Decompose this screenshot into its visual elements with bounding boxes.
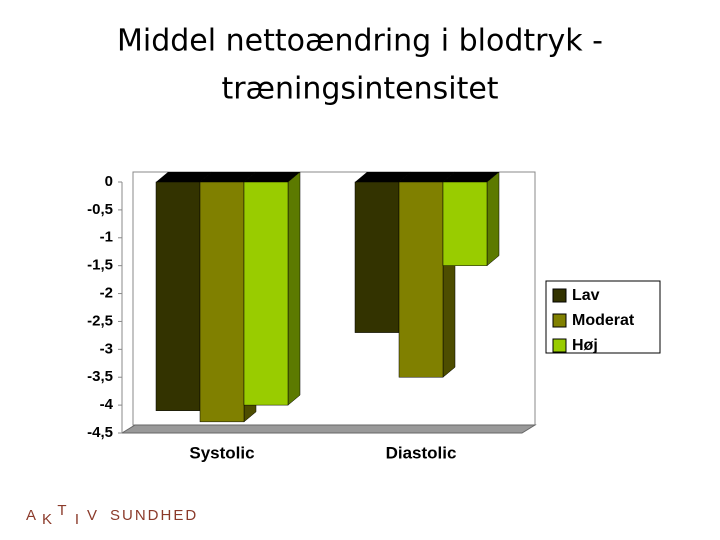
bar-side — [287, 171, 301, 406]
y-tick-label: -1,5 — [87, 257, 113, 274]
bar-side — [486, 171, 500, 267]
y-tick-label: 0 — [105, 173, 113, 190]
bar-top — [355, 172, 411, 182]
y-tick-label: -4,5 — [87, 424, 113, 441]
y-tick-label: -2,5 — [87, 312, 113, 329]
legend-swatch — [552, 313, 567, 328]
logo-letter: T — [57, 502, 68, 519]
title-line: Middel nettoændring i blodtryk - — [117, 24, 603, 59]
legend-swatch — [552, 338, 567, 353]
title-line: træningsintensitet — [221, 72, 498, 107]
logo-letter: I — [75, 511, 81, 528]
x-tick-label: Diastolic — [386, 443, 457, 462]
legend-swatch — [552, 288, 567, 303]
y-tick-label: -4 — [100, 396, 114, 413]
y-tick-label: -3,5 — [87, 368, 113, 385]
bar — [243, 181, 289, 406]
logo-letter: V — [87, 507, 99, 524]
logo-word: SUNDHED — [110, 507, 198, 524]
legend-label: Høj — [572, 337, 598, 354]
floor — [120, 424, 537, 434]
bar — [398, 181, 444, 378]
bar-top — [156, 172, 212, 182]
legend-label: Moderat — [572, 312, 635, 329]
bar — [155, 181, 201, 411]
bar-top — [200, 172, 256, 182]
bar-top — [443, 172, 499, 182]
bar — [442, 181, 488, 266]
y-tick-label: -2 — [100, 285, 113, 302]
y-tick-label: -3 — [100, 340, 113, 357]
y-tick-label: -0,5 — [87, 201, 113, 218]
x-tick-label: Systolic — [189, 443, 254, 462]
bar-top — [399, 172, 455, 182]
logo-letter: K — [42, 511, 54, 528]
logo-letter: A — [26, 507, 38, 524]
bar — [199, 181, 245, 423]
legend-label: Lav — [572, 287, 600, 304]
bar-top — [244, 172, 300, 182]
y-tick-label: -1 — [100, 229, 113, 246]
bar — [354, 181, 400, 333]
